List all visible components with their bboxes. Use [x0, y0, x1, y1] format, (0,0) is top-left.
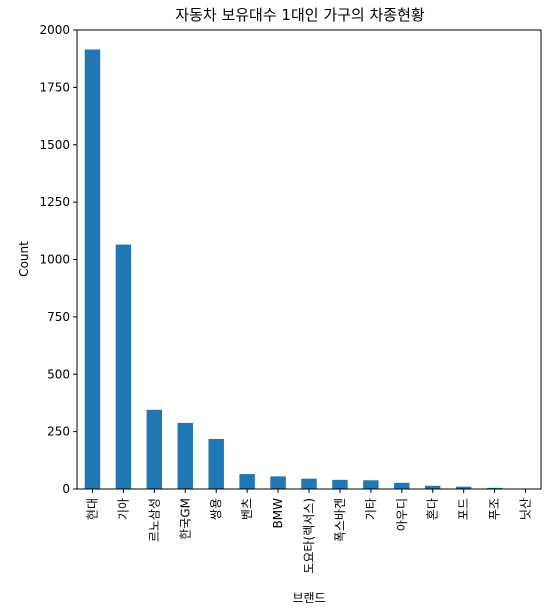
x-tick-label-0: 현대	[85, 498, 99, 520]
y-tick-label-8: 2000	[39, 23, 70, 37]
x-tick-label-7: 도요타(렉서스)	[302, 498, 316, 574]
y-tick-label-0: 0	[62, 482, 70, 496]
x-tick-label-11: 혼다	[426, 498, 440, 520]
bar-2	[147, 410, 162, 489]
x-tick-label-3: 한국GM	[178, 498, 192, 540]
x-tick-label-12: 포드	[457, 498, 471, 520]
bar-5	[239, 474, 254, 489]
bar-1	[116, 245, 131, 489]
x-tick-label-14: 닛산	[519, 498, 533, 520]
y-tick-label-2: 500	[47, 367, 70, 381]
x-tick-label-6: BMW	[271, 498, 285, 529]
y-tick-label-7: 1750	[39, 80, 70, 94]
x-tick-label-5: 벤츠	[240, 498, 254, 520]
y-axis-label: Count	[17, 241, 31, 277]
y-tick-label-6: 1500	[39, 138, 70, 152]
bar-9	[363, 480, 378, 489]
y-tick-label-4: 1000	[39, 253, 70, 267]
x-tick-label-1: 기아	[116, 498, 130, 520]
y-tick-label-3: 750	[47, 310, 70, 324]
plot-area: 0 250 500 750 1000 1250 1500 1750 2000 현대 기아 르노삼성 한국…	[39, 23, 541, 574]
chart-title: 자동차 보유대수 1대인 가구의 차종현황	[175, 6, 425, 24]
y-tick-label-1: 250	[47, 425, 70, 439]
x-tick-label-2: 르노삼성	[147, 498, 161, 542]
y-tick-label-5: 1250	[39, 195, 70, 209]
bar-8	[332, 480, 347, 489]
bar-0	[85, 50, 100, 489]
x-axis-label: 브랜드	[292, 591, 325, 605]
x-tick-label-8: 폭스바겐	[333, 498, 347, 542]
bar-7	[301, 479, 316, 489]
x-tick-label-10: 아우디	[395, 498, 409, 531]
bar-3	[178, 423, 193, 489]
bar-6	[270, 476, 285, 489]
x-tick-label-4: 쌍용	[209, 498, 223, 520]
bar-10	[394, 483, 409, 489]
x-tick-label-9: 기타	[364, 498, 378, 520]
x-tick-label-13: 푸조	[488, 498, 502, 520]
bar-4	[208, 439, 223, 489]
